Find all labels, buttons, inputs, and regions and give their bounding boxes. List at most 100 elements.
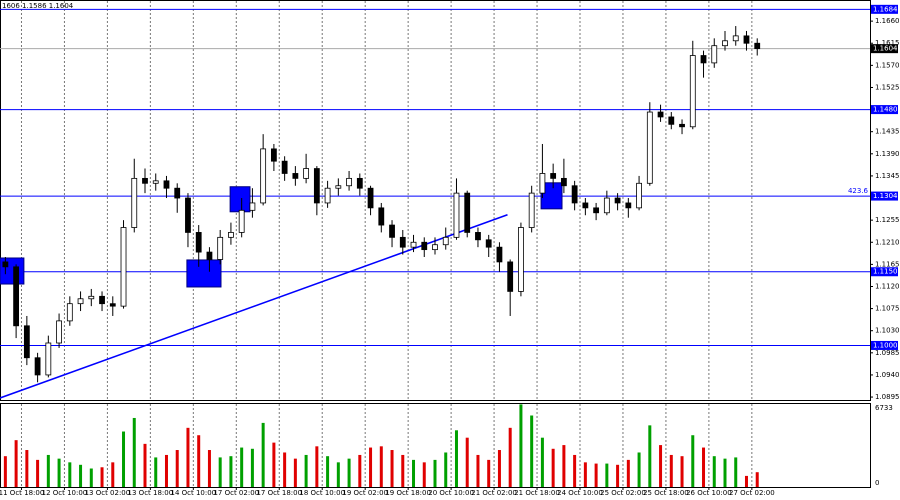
x-tick-label: 25 Oct 18:00 [643,489,689,497]
volume-bar [573,454,577,487]
volume-bar [551,448,555,487]
candle-body [23,325,30,359]
level-label: 1.1684 [873,5,898,13]
volume-bar [186,427,190,487]
y-tick-label: 1.0985 [875,349,900,357]
volume-bar [261,422,265,487]
level-label-box [871,340,898,350]
current-price-box [871,44,898,54]
candle-body [174,187,181,199]
candle-body [2,261,9,268]
candle-body [646,111,653,184]
candle-body [464,192,471,233]
volume-bar [229,456,233,487]
volume-bar [3,456,7,487]
volume-bar [659,445,663,487]
candle-body [45,342,52,376]
candle-body [593,207,600,214]
volume-bar [744,475,748,487]
volume-bar [594,463,598,487]
volume-panel-frame [0,403,871,488]
candle-body [88,295,95,300]
volume-bar [175,450,179,487]
x-tick-label: 19 Oct 02:00 [342,489,388,497]
volume-bar [89,468,93,487]
candle-body [539,173,546,194]
candle-body [485,239,492,248]
volume-bar [497,450,501,487]
x-tick-label: 25 Oct 02:00 [600,489,646,497]
candle-body [722,40,728,47]
level-note: 423.6 [848,187,869,195]
volume-bar [358,454,362,487]
candle-body [131,177,138,228]
volume-bar [390,450,394,487]
volume-bar [68,462,72,487]
candle-body [77,298,84,305]
y-tick-label: 1.1255 [875,216,900,224]
volume-bar [401,454,405,487]
x-tick-label: 13 Oct 02:00 [85,489,131,497]
x-tick-label: 24 Oct 10:00 [557,489,603,497]
candle-body [711,45,718,64]
zone [229,186,251,213]
volume-bar [36,459,40,487]
volume-bar [132,417,136,487]
candle-body [442,236,449,246]
volume-bar [723,458,727,487]
x-tick-label: 19 Oct 18:00 [385,489,431,497]
candle-body [249,202,256,211]
volume-bar [197,435,201,487]
y-tick-label: 1.1120 [875,282,900,290]
candle-body [99,295,105,305]
volume-bar [336,462,340,487]
candle-body [636,182,642,209]
y-tick-label: 1.0940 [875,371,900,379]
volume-bar [14,440,18,487]
volume-bar [626,459,630,487]
x-tick-label: 17 Oct 02:00 [213,489,259,497]
candle-body [571,185,578,204]
volume-tick-label: 6733 [875,404,893,412]
volume-bar [272,442,276,487]
volume-bar [412,459,416,487]
volume-bar [315,446,319,487]
candle-body [679,123,685,128]
volume-bar [669,454,673,487]
candle-body [13,266,20,327]
volume-bar [487,459,491,487]
candle-body [120,227,127,307]
volume-bar [111,462,115,487]
candle-body [303,168,310,179]
candle-body [335,185,342,189]
marks [0,26,761,487]
candle-body [507,261,514,292]
volume-bar [605,463,609,487]
candle-body [614,197,621,204]
y-tick-label: 1.1165 [875,260,900,268]
level-label: 1.1000 [873,341,898,349]
y-tick-label: 1.1525 [875,83,900,91]
volume-bar [530,415,534,487]
volume-bar [154,457,158,487]
candle-body [582,202,589,209]
x-tick-label: 18 Oct 10:00 [299,489,345,497]
volume-bar [304,454,308,487]
volume-bar [540,437,544,487]
candle-body [625,202,632,209]
candle-body [410,241,417,248]
candle-body [754,42,761,50]
candle-body [324,187,331,204]
volume-bar [616,464,620,487]
candle-body [432,244,438,251]
level-label: 1.1304 [873,192,898,200]
volume-bar [143,443,147,487]
x-tick-label: 11 Oct 18:00 [0,489,44,497]
volume-bar [293,458,297,487]
y-tick-label: 1.1390 [875,150,900,158]
candle-body [56,320,62,344]
volume-bar [240,447,244,487]
volume-bar [379,446,383,487]
